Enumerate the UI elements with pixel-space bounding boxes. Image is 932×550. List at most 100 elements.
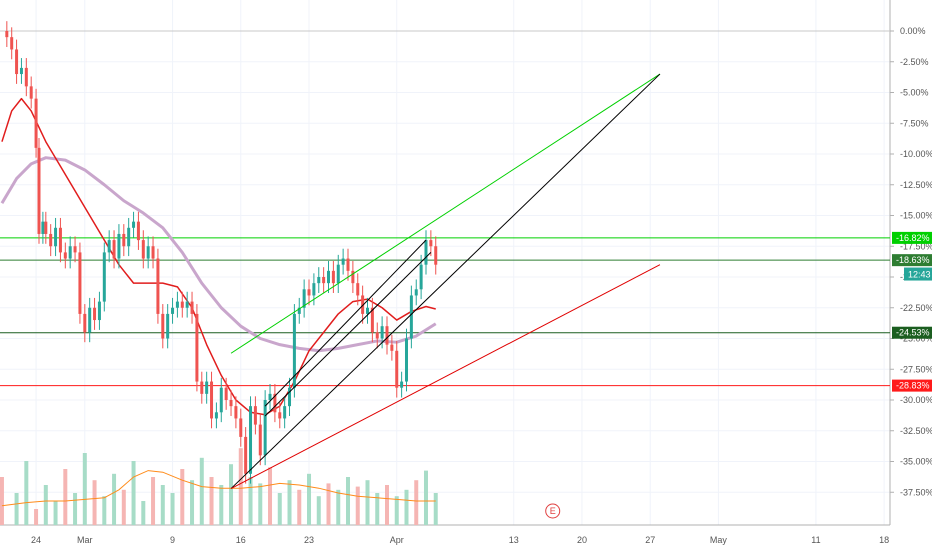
y-tick-label: -2.50% — [900, 57, 929, 67]
trend-line — [230, 73, 661, 489]
candle-body — [322, 277, 326, 284]
level-label-box — [892, 379, 932, 392]
volume-bar — [199, 457, 204, 525]
candle-body — [317, 277, 321, 284]
volume-bar — [355, 486, 360, 525]
y-tick-label: -22.50% — [900, 303, 932, 313]
volume-bar — [394, 496, 399, 525]
candle-body — [15, 49, 19, 75]
candle-body — [302, 289, 306, 308]
candle-body — [151, 246, 155, 259]
candle-body — [263, 400, 267, 456]
candle-body — [29, 86, 33, 99]
volume-bar — [180, 469, 185, 525]
candle-body — [278, 412, 282, 419]
y-tick-label: -10.00% — [900, 149, 932, 159]
y-tick-label: -30.00% — [900, 395, 932, 405]
candle-body — [249, 406, 253, 474]
candle-body — [307, 289, 311, 296]
candle-body — [78, 252, 82, 314]
y-tick-label: -37.50% — [900, 487, 932, 497]
candle-body — [395, 350, 399, 388]
candle-body — [102, 252, 106, 302]
level-label: -18.63% — [896, 255, 930, 265]
moving-average-fast — [1, 97, 436, 416]
candle-body — [175, 301, 179, 308]
volume-bar — [365, 480, 370, 525]
candle-body — [200, 381, 204, 394]
volume-bar — [219, 485, 224, 525]
x-tick-label: 27 — [645, 535, 655, 545]
x-tick-label: Apr — [390, 535, 404, 545]
level-label-box — [892, 326, 932, 339]
volume-bar — [53, 501, 58, 525]
candle-body — [97, 301, 101, 321]
x-tick-label: 23 — [304, 535, 314, 545]
volume-bar — [297, 489, 302, 525]
volume-bar — [258, 483, 263, 525]
trend-line — [230, 264, 661, 490]
volume-bar — [209, 477, 214, 525]
level-label: -24.53% — [896, 328, 930, 338]
volume-bar — [307, 473, 312, 525]
candle-body — [409, 295, 413, 339]
candle-body — [361, 295, 365, 314]
trend-line — [230, 73, 661, 354]
x-tick-label: 20 — [577, 535, 587, 545]
candle-body — [132, 221, 136, 228]
volume-bar — [43, 485, 48, 525]
candle-body — [141, 240, 145, 259]
x-tick-label: 13 — [509, 535, 519, 545]
volume-bar — [268, 467, 273, 525]
moving-average-slow — [0, 156, 437, 353]
volume-bar — [73, 493, 78, 525]
candle-body — [327, 270, 331, 284]
level-label-box — [892, 254, 932, 267]
volume-bar — [170, 493, 175, 525]
candle-body — [88, 307, 92, 333]
candle-body — [292, 313, 296, 388]
volume-bar — [63, 469, 68, 525]
level-label: -16.82% — [896, 233, 930, 243]
candle-body — [136, 221, 140, 241]
trend-line — [264, 252, 432, 417]
volume-bar — [112, 473, 117, 525]
candle-body — [210, 381, 214, 419]
y-tick-label: -17.50% — [900, 241, 932, 251]
y-tick-label: 0.00% — [900, 26, 926, 36]
y-tick-label: -15.00% — [900, 211, 932, 221]
countdown-box — [904, 267, 932, 281]
x-tick-label: Mar — [77, 535, 93, 545]
candle-body — [273, 393, 277, 413]
volume-bar — [326, 483, 331, 525]
candle-body — [44, 221, 48, 234]
candle-body — [419, 264, 423, 290]
volume-bar — [375, 493, 380, 525]
candle-body — [366, 307, 370, 314]
earnings-marker-label: E — [550, 506, 556, 516]
candle-body — [107, 240, 111, 253]
volume-bar — [0, 477, 4, 525]
volume-bar — [346, 477, 351, 525]
trend-line — [264, 239, 427, 407]
level-label-box — [892, 231, 932, 244]
y-tick-label: -27.50% — [900, 364, 932, 374]
candle-body — [239, 418, 243, 437]
candle-body — [214, 412, 218, 419]
candle-body — [117, 233, 121, 259]
candle-body — [34, 98, 38, 148]
candle-body — [5, 31, 9, 38]
volume-bar — [414, 480, 419, 525]
volume-bar — [277, 493, 282, 525]
candle-body — [288, 387, 292, 407]
volume-bar — [316, 496, 321, 525]
candle-body — [10, 37, 14, 50]
volume-bar — [82, 453, 87, 525]
candle-body — [146, 246, 150, 259]
volume-bar — [287, 480, 292, 525]
candle-body — [258, 424, 262, 456]
x-tick-label: May — [710, 535, 728, 545]
y-tick-label: -35.00% — [900, 457, 932, 467]
